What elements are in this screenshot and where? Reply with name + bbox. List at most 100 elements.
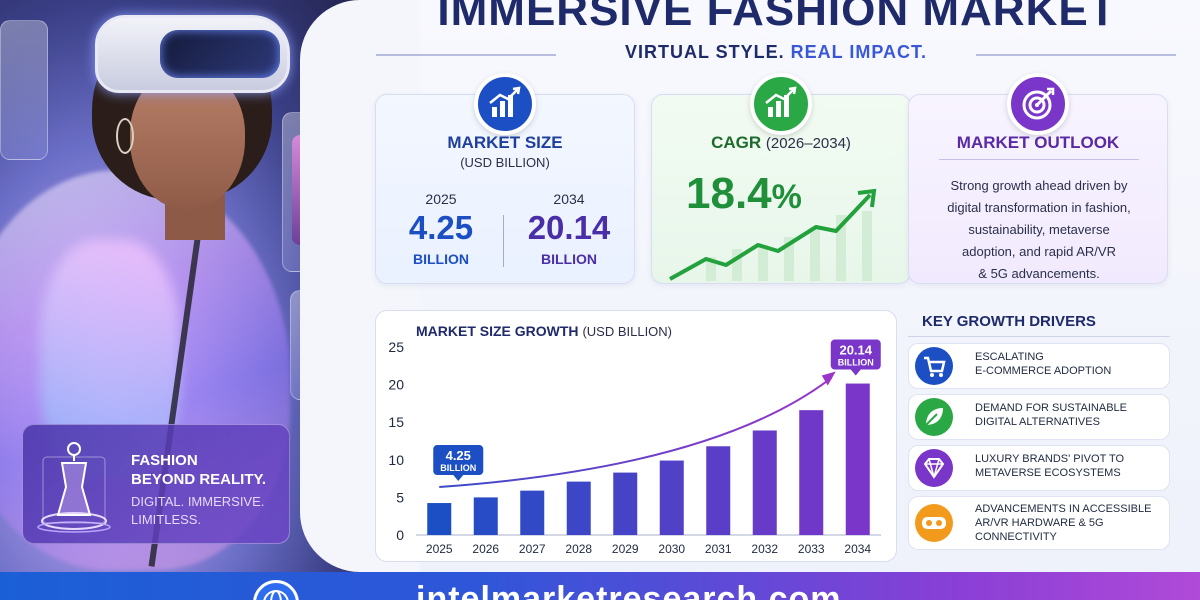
market-size-unit: (USD BILLION) bbox=[460, 155, 550, 170]
outlook-divider bbox=[939, 159, 1139, 160]
fashion-tagline-box: FASHION BEYOND REALITY. DIGITAL. IMMERSI… bbox=[22, 424, 290, 544]
driver-text: DIGITAL ALTERNATIVES bbox=[975, 416, 1100, 428]
model-face bbox=[130, 70, 245, 210]
target-icon bbox=[1007, 73, 1069, 135]
chart-title: MARKET SIZE GROWTH (USD BILLION) bbox=[416, 323, 672, 339]
drivers-rule bbox=[908, 336, 1170, 337]
y-tick-label: 0 bbox=[396, 527, 404, 543]
x-tick-label: 2030 bbox=[658, 542, 685, 556]
driver-text: LUXURY BRANDS' PIVOT TO bbox=[975, 453, 1125, 465]
globe-icon bbox=[253, 580, 299, 600]
outlook-line: digital transformation in fashion, bbox=[947, 200, 1131, 215]
chart-bar bbox=[427, 503, 452, 535]
driver-item: ADVANCEMENTS IN ACCESSIBLE AR/VR HARDWARE… bbox=[908, 496, 1170, 550]
subtitle-part-a: VIRTUAL STYLE. bbox=[624, 42, 785, 62]
market-size-title: MARKET SIZE bbox=[447, 133, 563, 152]
subtitle-rule-right bbox=[976, 54, 1176, 56]
vr-headset-icon bbox=[915, 504, 953, 542]
chart-bar bbox=[473, 497, 498, 535]
market-outlook-card: MARKET OUTLOOK Strong growth ahead drive… bbox=[908, 73, 1168, 285]
chart-unit: (USD BILLION) bbox=[582, 324, 673, 339]
driver-text: DEMAND FOR SUSTAINABLE bbox=[975, 402, 1127, 414]
earring bbox=[116, 118, 134, 154]
footer-url[interactable]: intelmarketresearch.com bbox=[416, 580, 842, 600]
x-tick-label: 2031 bbox=[705, 542, 732, 556]
year-2025-label: 2025 bbox=[425, 191, 457, 207]
cagr-label: CAGR bbox=[711, 133, 762, 152]
growth-chart-icon bbox=[750, 73, 812, 135]
cart-icon bbox=[915, 347, 953, 385]
chart-bar bbox=[845, 383, 870, 535]
cagr-value: 18.4% bbox=[686, 169, 802, 219]
tagline-line-4: LIMITLESS. bbox=[131, 512, 202, 527]
subtitle-rule-left bbox=[376, 54, 556, 56]
page-subtitle: VIRTUAL STYLE. REAL IMPACT. bbox=[376, 42, 1176, 66]
footer-bar: intelmarketresearch.com bbox=[0, 572, 1200, 600]
chart-title-text: MARKET SIZE GROWTH bbox=[416, 323, 579, 339]
leaf-icon bbox=[915, 398, 953, 436]
value-2025: 4.25 bbox=[408, 209, 474, 246]
hologram-mannequin-icon bbox=[37, 442, 111, 533]
x-tick-label: 2029 bbox=[612, 542, 639, 556]
start-callout-value: 4.25 bbox=[446, 448, 471, 463]
driver-item: LUXURY BRANDS' PIVOT TO METAVERSE ECOSYST… bbox=[908, 445, 1170, 491]
market-size-card: MARKET SIZE (USD BILLION) 2025 4.25 BILL… bbox=[375, 73, 635, 284]
y-tick-label: 15 bbox=[388, 414, 404, 430]
vr-visor bbox=[160, 30, 280, 78]
driver-text: ADVANCEMENTS IN ACCESSIBLE bbox=[975, 503, 1152, 515]
divider bbox=[503, 215, 504, 267]
bar-chart-icon bbox=[474, 73, 536, 135]
chart-bar bbox=[706, 446, 731, 535]
chart-bar bbox=[752, 430, 777, 535]
cagr-card: CAGR (2026–2034) 18.4% bbox=[651, 73, 911, 284]
cagr-period: (2026–2034) bbox=[765, 135, 851, 152]
chart-bar bbox=[613, 472, 638, 535]
driver-text: CONNECTIVITY bbox=[975, 531, 1057, 543]
cagr-title: CAGR (2026–2034) bbox=[652, 133, 910, 153]
start-callout-pointer bbox=[453, 475, 464, 482]
page-title: IMMERSIVE FASHION MARKET bbox=[437, 0, 1117, 35]
x-tick-label: 2027 bbox=[519, 542, 546, 556]
x-tick-label: 2034 bbox=[844, 542, 871, 556]
start-callout-unit: BILLION bbox=[440, 463, 476, 473]
trend-arrowhead bbox=[821, 371, 836, 386]
trend-line bbox=[439, 376, 833, 489]
x-tick-label: 2032 bbox=[751, 542, 778, 556]
year-2034-label: 2034 bbox=[553, 191, 585, 207]
outlook-line: & 5G advancements. bbox=[978, 266, 1100, 281]
chart-bar bbox=[799, 410, 824, 535]
start-callout-box bbox=[433, 445, 484, 476]
chart-bar bbox=[659, 460, 684, 535]
driver-text: ESCALATING bbox=[975, 351, 1044, 363]
y-tick-label: 20 bbox=[388, 377, 404, 393]
value-2025-unit: BILLION bbox=[413, 251, 469, 267]
chart-bar bbox=[520, 490, 545, 535]
cagr-trend-graphic bbox=[669, 188, 877, 281]
tagline-line-2: BEYOND REALITY. bbox=[131, 471, 267, 488]
tagline-line-3: DIGITAL. IMMERSIVE. bbox=[131, 494, 265, 509]
x-tick-label: 2025 bbox=[426, 542, 453, 556]
end-callout-value: 20.14 bbox=[839, 343, 872, 358]
market-growth-chart: MARKET SIZE GROWTH (USD BILLION) 0 5 10 15 2… bbox=[375, 310, 897, 562]
driver-text: METAVERSE ECOSYSTEMS bbox=[975, 467, 1121, 479]
driver-item: DEMAND FOR SUSTAINABLE DIGITAL ALTERNATIV… bbox=[908, 394, 1170, 440]
driver-item: ESCALATING E-COMMERCE ADOPTION bbox=[908, 343, 1170, 389]
y-tick-label: 10 bbox=[388, 452, 404, 468]
value-2034-unit: BILLION bbox=[541, 251, 597, 267]
outlook-line: sustainability, metaverse bbox=[968, 222, 1110, 237]
hologram-panel bbox=[0, 20, 48, 160]
cagr-number: 18.4 bbox=[686, 169, 772, 218]
subtitle-part-b: REAL IMPACT. bbox=[790, 42, 928, 62]
end-callout-box bbox=[830, 339, 881, 370]
x-tick-label: 2033 bbox=[798, 542, 825, 556]
diamond-icon bbox=[915, 449, 953, 487]
market-outlook-description: Strong growth ahead driven by digital tr… bbox=[925, 175, 1153, 285]
chart-bar bbox=[566, 481, 591, 535]
cagr-percent-sign: % bbox=[771, 178, 802, 216]
driver-text: AR/VR HARDWARE & 5G bbox=[975, 517, 1104, 529]
driver-text: E-COMMERCE ADOPTION bbox=[975, 365, 1112, 377]
tagline-line-1: FASHION bbox=[131, 452, 198, 469]
y-tick-label: 25 bbox=[388, 339, 404, 355]
end-callout-pointer bbox=[850, 369, 861, 376]
